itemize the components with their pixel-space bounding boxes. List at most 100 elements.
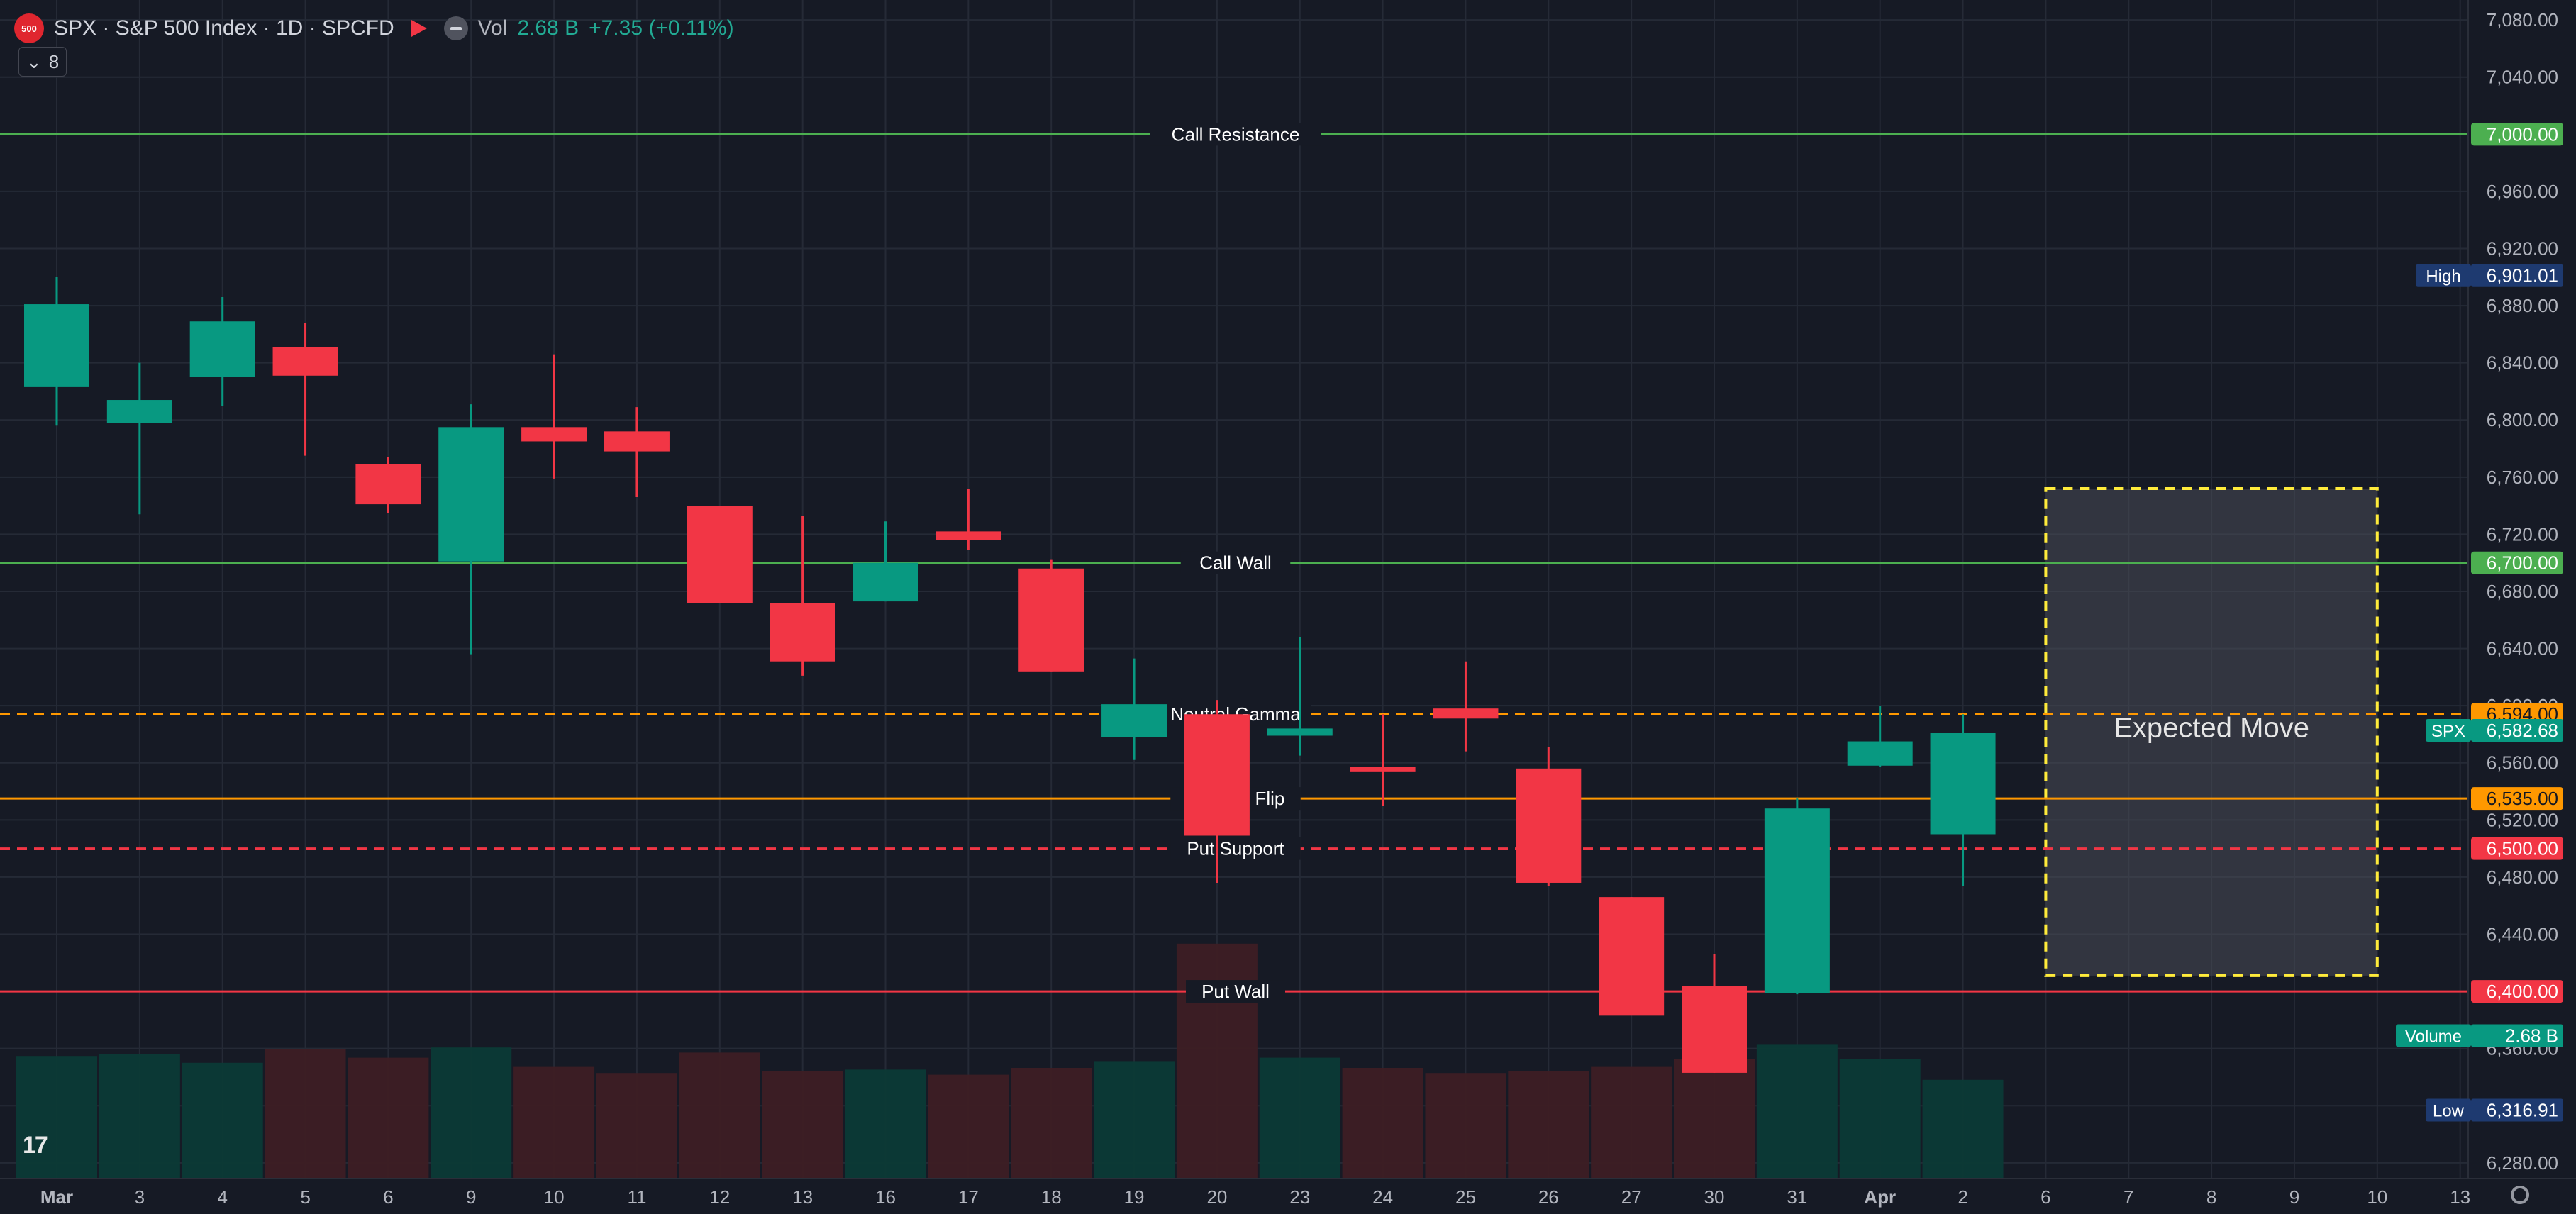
x-tick-label: 27 (1621, 1186, 1642, 1208)
volume-bar (99, 1054, 180, 1179)
candle-body (936, 531, 1001, 540)
level-price-tag-text: 6,500.00 (2487, 838, 2558, 859)
candle-body (1847, 741, 1913, 766)
hide-icon[interactable] (443, 16, 468, 40)
expected-move-box (2044, 486, 2379, 977)
tag-value: 6,316.91 (2487, 1099, 2558, 1120)
candle-body (1433, 708, 1499, 719)
x-tick-label: 19 (1124, 1186, 1145, 1208)
indicators-toggle-button[interactable]: ⌄ 8 (18, 47, 67, 77)
volume-bar (1011, 1068, 1092, 1179)
y-tick-label: 6,680.00 (2487, 581, 2558, 602)
level-price-tag (2471, 787, 2563, 811)
candle-body (1267, 728, 1333, 736)
candle-body (1516, 768, 1582, 883)
symbol-title[interactable]: SPX · S&P 500 Index · 1D · SPCFD (54, 16, 394, 40)
x-tick-label: 6 (383, 1186, 393, 1208)
volume-bar (1176, 943, 1258, 1179)
tag-name: SPX (2431, 722, 2465, 741)
candle-body (853, 562, 918, 602)
x-tick-label: 13 (2450, 1186, 2470, 1208)
x-tick-label: 11 (627, 1186, 646, 1208)
volume-bar (348, 1057, 429, 1179)
x-tick-label: 31 (1787, 1186, 1807, 1208)
y-tick-label: 6,760.00 (2487, 467, 2558, 488)
x-tick-label: 2 (1958, 1186, 1967, 1208)
volume-label: Vol (477, 16, 508, 40)
symbol-header: 500 SPX · S&P 500 Index · 1D · SPCFD Vol… (14, 9, 734, 48)
volume-bar (845, 1069, 926, 1179)
y-tick-label: 7,080.00 (2487, 9, 2558, 30)
candle-body (1350, 767, 1416, 772)
volume-bar (1259, 1057, 1340, 1179)
flag-icon[interactable] (411, 20, 427, 37)
price-change: +7.35 (+0.11%) (589, 16, 734, 40)
tag-value-bg (2471, 719, 2563, 742)
volume-bar (679, 1052, 760, 1179)
gear-icon[interactable] (2511, 1186, 2529, 1204)
level-label-bg (1186, 980, 1285, 1003)
x-tick-label: 10 (2367, 1186, 2387, 1208)
x-tick-label: 13 (792, 1186, 813, 1208)
tag-value-bg (2471, 1024, 2563, 1047)
level-label-bg (1180, 551, 1291, 574)
volume-bar (1591, 1066, 1672, 1179)
volume-bar (1674, 1059, 1755, 1179)
tag-name: Volume (2405, 1028, 2462, 1047)
level-price-tag (2471, 551, 2563, 574)
candle-body (1764, 808, 1830, 993)
tradingview-logo[interactable]: 17 (23, 1132, 48, 1159)
volume-bar (928, 1074, 1009, 1179)
x-tick-label: 25 (1455, 1186, 1476, 1208)
y-tick-label: 6,560.00 (2487, 752, 2558, 774)
tag-value-bg (2471, 1098, 2563, 1122)
volume-value: 2.68 B (517, 16, 579, 40)
volume-bar (1508, 1071, 1589, 1179)
y-tick-label: 6,640.00 (2487, 638, 2558, 659)
x-tick-label: 5 (300, 1186, 310, 1208)
tag-name: Low (2433, 1101, 2465, 1120)
candle-body (687, 506, 753, 603)
candle-body (521, 427, 587, 442)
spx-logo: 500 (14, 13, 44, 43)
y-tick-label: 6,840.00 (2487, 352, 2558, 374)
volume-bar (1756, 1044, 1838, 1179)
level-label: Put Wall (1201, 981, 1270, 1002)
tag-name-bg (2426, 719, 2471, 742)
level-price-tag-text: 7,000.00 (2487, 123, 2558, 145)
volume-bar (1425, 1073, 1506, 1179)
tag-value: 6,582.68 (2487, 720, 2558, 741)
x-tick-label: 17 (958, 1186, 979, 1208)
x-tick-label: 23 (1289, 1186, 1310, 1208)
candle-body (355, 464, 421, 505)
level-label: Put Support (1187, 838, 1284, 859)
x-tick-label: 4 (217, 1186, 227, 1208)
tag-value: 6,901.01 (2487, 265, 2558, 286)
volume-bar (265, 1049, 346, 1179)
y-tick-label: 6,720.00 (2487, 523, 2558, 545)
y-tick-label: 6,520.00 (2487, 809, 2558, 830)
volume-bar (1839, 1059, 1921, 1179)
x-tick-label: 3 (135, 1186, 145, 1208)
level-price-tag-text: 6,400.00 (2487, 981, 2558, 1002)
price-axis (2468, 0, 2576, 1214)
volume-bar (16, 1056, 97, 1179)
volume-bar (182, 1062, 263, 1179)
level-label-bg (1150, 123, 1321, 146)
level-label: Call Resistance (1172, 123, 1300, 145)
volume-bar (1094, 1061, 1175, 1179)
expected-move-label: Expected Move (2114, 712, 2309, 743)
tag-name-bg (2426, 1098, 2471, 1122)
level-label: Call Wall (1199, 552, 1272, 574)
x-tick-label: Mar (40, 1186, 73, 1208)
level-price-tag-text: 6,535.00 (2487, 788, 2558, 809)
candle-body (438, 427, 504, 562)
x-tick-label: 26 (1538, 1186, 1559, 1208)
x-tick-label: 6 (2041, 1186, 2050, 1208)
indicators-count: 8 (48, 50, 60, 72)
level-price-tag (2471, 123, 2563, 146)
x-tick-label: 7 (2123, 1186, 2133, 1208)
candle-body (770, 603, 835, 662)
